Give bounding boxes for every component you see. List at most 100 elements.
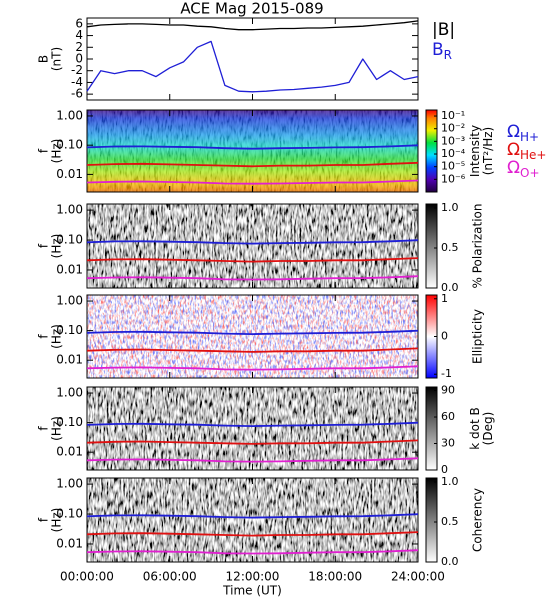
y-axis-label: (Hz) (50, 508, 64, 533)
y-tick-label: 0.10 (56, 507, 83, 521)
series-line (86, 549, 419, 555)
chart-title: ACE Mag 2015-089 (180, 0, 323, 18)
y-axis-label: (Hz) (50, 416, 64, 441)
y-axis-label: f (37, 334, 51, 339)
colorbar-label: % Polarization (471, 204, 485, 289)
spectrogram-image (87, 204, 418, 288)
legend-subscript: He+ (520, 148, 546, 162)
legend-subscript: H+ (520, 130, 539, 144)
series-line (86, 239, 419, 245)
y-tick-label: -2 (71, 63, 83, 77)
y-tick-label: 0.10 (56, 323, 83, 337)
y-tick-label: 1.00 (56, 477, 83, 491)
spectrogram-texture (87, 295, 418, 378)
y-tick-label: 1.00 (56, 294, 83, 308)
colorbar-tick-label: 0.0 (441, 281, 459, 294)
y-tick-label: 1.00 (56, 108, 83, 122)
colorbar-tick-label: 0.5 (441, 241, 459, 254)
y-tick-label: 0.01 (56, 262, 83, 276)
x-tick-label: 12:00:00 (226, 570, 280, 584)
x-tick-label: 00:00:00 (60, 570, 114, 584)
legend-subscript: R (444, 48, 452, 62)
x-tick-label: 24:00:00 (391, 570, 445, 584)
legend-name: Ω (507, 122, 520, 142)
y-axis-label: f (37, 517, 51, 522)
colorbar-tick-label: -1 (441, 367, 452, 380)
colorbar-tick-label: 1.0 (441, 201, 459, 214)
y-tick-label: 4 (75, 28, 83, 42)
x-axis-label: Time (UT) (222, 584, 282, 598)
colorbar-label: Intensity (468, 125, 482, 177)
colorbar-tick-label: 30 (441, 437, 455, 450)
y-axis-label: B (37, 55, 51, 63)
x-tick-label: 18:00:00 (308, 570, 362, 584)
y-tick-label: 0.10 (56, 138, 83, 152)
y-tick-label: 0 (75, 52, 83, 66)
colorbar-tick-label: 10⁻¹ (441, 109, 465, 122)
y-axis-label: f (37, 148, 51, 153)
legend-name: Ω (507, 158, 520, 178)
colorbar-label: (Deg) (481, 412, 495, 446)
series-line (86, 144, 419, 150)
spectrogram-image (87, 387, 418, 470)
series-line (86, 531, 419, 537)
y-tick-label: 6 (75, 16, 83, 30)
spectrogram-image (87, 478, 418, 562)
colorbar-tick-label: 10⁻² (441, 122, 465, 135)
colorbar-tick-label: 0 (441, 330, 448, 343)
colorbar-tick-label: 0.5 (441, 515, 459, 528)
colorbar-tick-label: 1.0 (441, 475, 459, 488)
y-tick-label: 1.00 (56, 203, 83, 217)
colorbar-label: (nT²/Hz) (481, 127, 495, 175)
y-axis-label: (Hz) (50, 139, 64, 164)
y-tick-label: 0.01 (56, 445, 83, 459)
series-line (86, 275, 419, 281)
y-tick-label: 0.01 (56, 167, 83, 181)
y-tick-label: 2 (75, 40, 83, 54)
colorbar-label: k dot B (468, 407, 482, 449)
legend-entry: ΩHe+ (507, 140, 546, 162)
series-line (86, 457, 419, 463)
colorbar-tick-label: 60 (441, 410, 455, 423)
colorbar-tick-label: 90 (441, 384, 455, 397)
series-line (86, 40, 419, 93)
legend-entry: ΩH+ (507, 122, 539, 144)
legend-entry: BR (432, 40, 452, 62)
series-line (86, 421, 419, 427)
colorbar (425, 109, 438, 193)
y-axis-label: (Hz) (50, 324, 64, 349)
y-tick-label: 0.01 (56, 353, 83, 367)
legend-name: B (432, 40, 444, 60)
colorbar-label: Coherency (471, 488, 485, 552)
y-tick-label: 0.10 (56, 415, 83, 429)
colorbar-tick-label: 0.0 (441, 555, 459, 568)
legend-entry: |B| (432, 20, 455, 40)
colorbar-tick-label: 0 (441, 463, 448, 476)
legend-name: |B| (432, 20, 455, 40)
colorbar-tick-label: 10⁻⁴ (441, 147, 466, 160)
colorbar-tick-label: 10⁻⁵ (441, 160, 465, 173)
x-tick-label: 06:00:00 (143, 570, 197, 584)
y-axis-label: (nT) (50, 47, 64, 71)
y-axis-label: (Hz) (50, 234, 64, 259)
spectrogram-texture (87, 110, 418, 192)
colorbar (425, 477, 438, 563)
y-axis-label: f (37, 426, 51, 431)
colorbar-tick-label: 10⁻³ (441, 134, 465, 147)
series-line (86, 439, 419, 445)
series-line (86, 257, 419, 263)
y-tick-label: 0.01 (56, 536, 83, 550)
colorbar-tick-label: 10⁻⁶ (441, 172, 466, 185)
series-line (86, 20, 419, 31)
legend-entry: ΩO+ (507, 158, 540, 180)
colorbar (425, 203, 438, 289)
colorbar-label: Ellipticity (471, 309, 485, 364)
legend-subscript: O+ (520, 166, 540, 180)
series-line (86, 161, 419, 168)
series-line (86, 347, 419, 353)
y-tick-label: 1.00 (56, 386, 83, 400)
legend-name: Ω (507, 140, 520, 160)
series-line (86, 365, 419, 371)
series-line (86, 179, 419, 185)
